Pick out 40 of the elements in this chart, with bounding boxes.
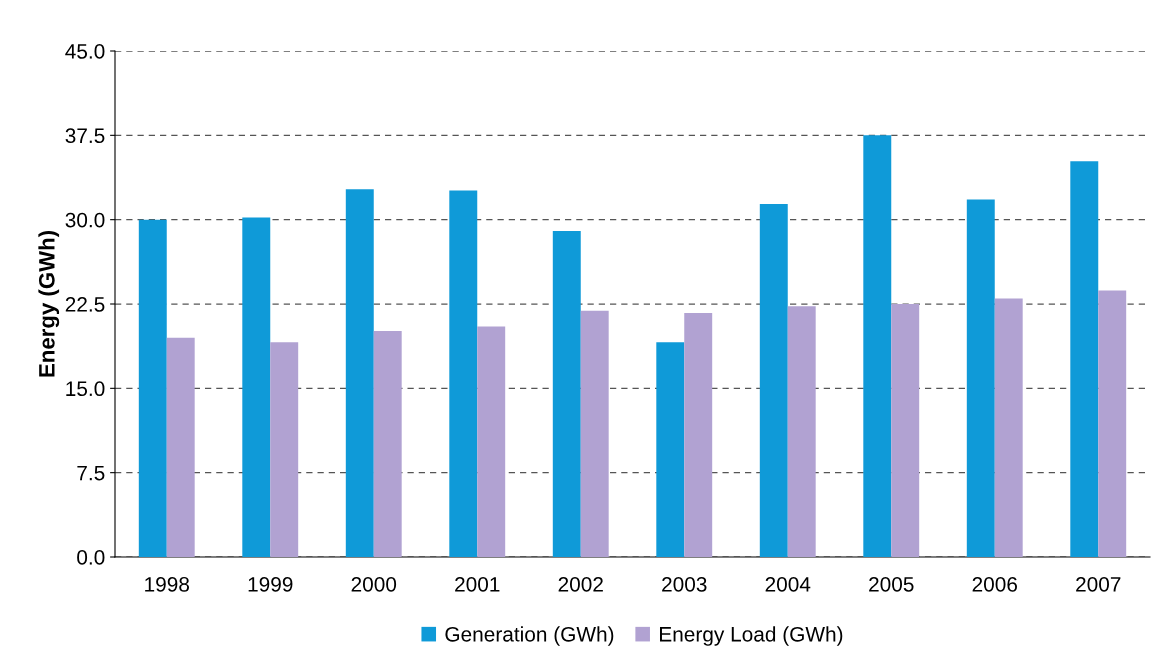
bar [449, 190, 478, 557]
x-tick-label: 2006 [972, 576, 1018, 592]
x-tick-label: 2002 [558, 576, 603, 592]
bar [242, 217, 271, 557]
x-tick-label: 2003 [662, 576, 707, 592]
bar [373, 330, 402, 557]
y-axis-title: Energy (GWh) [38, 231, 60, 377]
bar [759, 203, 788, 557]
x-tick-label: 2000 [351, 576, 397, 592]
y-tick-label: 30.0 [65, 212, 105, 228]
y-tick-label: 45.0 [65, 44, 105, 59]
x-tick-label: 2004 [765, 576, 811, 592]
bar [684, 313, 713, 557]
bar [656, 342, 685, 557]
bar [580, 310, 609, 557]
bar [1070, 161, 1099, 557]
bar [787, 306, 816, 557]
bar [166, 337, 195, 557]
bar [994, 298, 1023, 557]
bar [966, 199, 995, 557]
x-tick-label: 2001 [455, 576, 500, 592]
bar [270, 342, 299, 557]
bar [552, 230, 581, 557]
y-tick-label: 37.5 [65, 128, 105, 144]
x-tick-label: 2007 [1076, 576, 1121, 592]
legend-label: Energy Load (GWh) [660, 626, 843, 646]
legend-label: Generation (GWh) [445, 626, 614, 646]
x-tick-label: 2005 [869, 576, 914, 592]
bar [477, 326, 506, 557]
bar [1098, 290, 1127, 557]
bar [345, 189, 374, 557]
y-tick-label: 22.5 [65, 297, 105, 312]
y-tick-label: 7.5 [77, 465, 105, 481]
bar [138, 219, 167, 557]
y-tick-label: 0.0 [77, 550, 105, 565]
bar [863, 135, 892, 557]
bar [891, 304, 920, 557]
x-tick-label: 1999 [248, 576, 293, 592]
x-tick-label: 1998 [145, 576, 190, 592]
y-tick-label: 15.0 [66, 381, 105, 397]
